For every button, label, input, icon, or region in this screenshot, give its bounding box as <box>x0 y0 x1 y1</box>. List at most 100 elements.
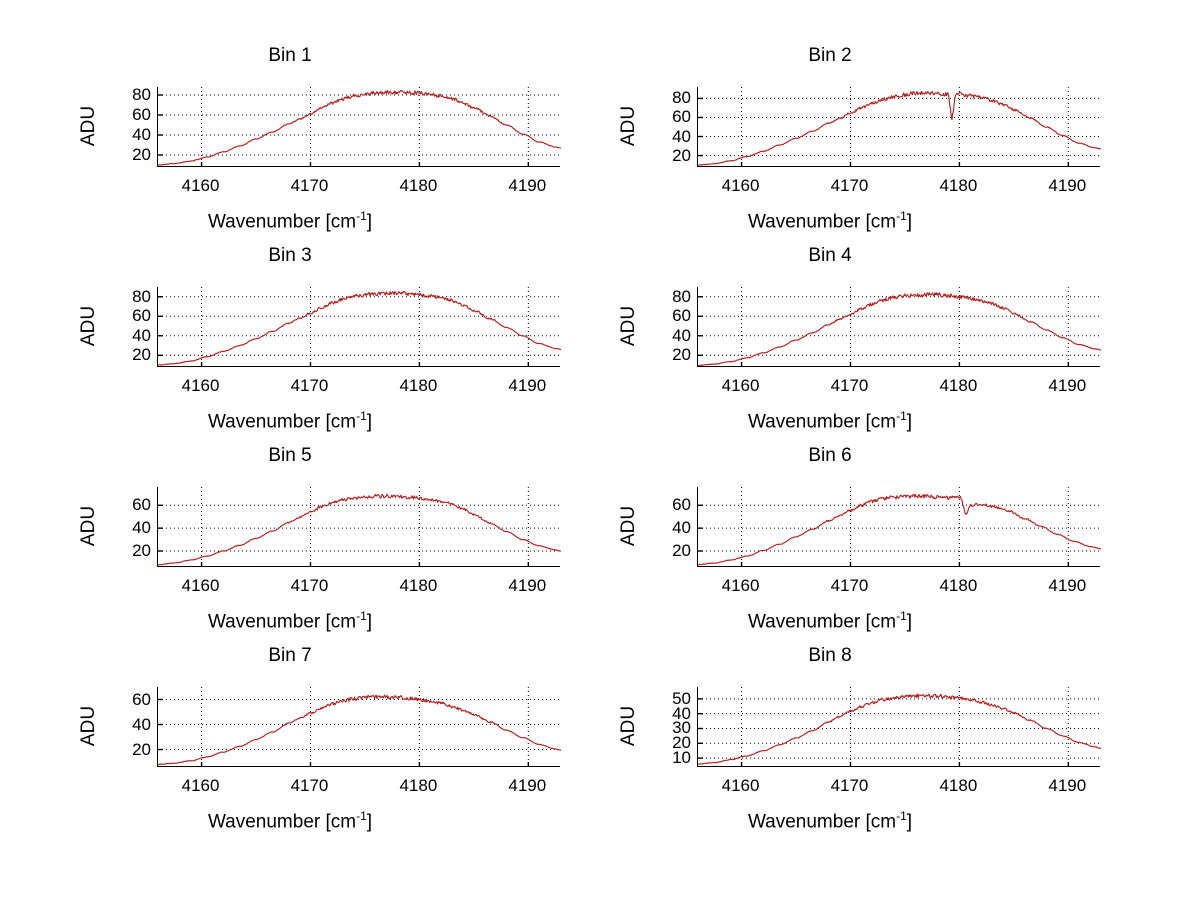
x-tick-label: 4190 <box>1048 376 1087 395</box>
plot-area-8 <box>697 687 1101 767</box>
y-tick-label: 50 <box>672 688 691 708</box>
y-tick-label: 60 <box>132 105 151 124</box>
x-tick-label: 4190 <box>508 776 547 795</box>
plot-svg-3 <box>158 287 561 367</box>
y-axis-label-7: ADU <box>78 705 99 747</box>
panel-title-4: Bin 4 <box>808 245 852 266</box>
x-tick-label: 4170 <box>290 176 329 195</box>
subplot-panel-8: Bin 8 ADU 10 20 30 40 50 4160 4170 4180 4190 Wavenu… <box>560 645 1101 870</box>
y-tick-label: 10 <box>672 748 691 768</box>
x-axis-label-exponent: -1 <box>896 209 907 223</box>
y-axis-label-4: ADU <box>618 305 639 347</box>
x-axis-label-8: Wavenumber [cm-1] <box>560 809 1100 833</box>
panel-title-7: Bin 7 <box>268 645 312 666</box>
x-axis-label-suffix: ] <box>906 811 913 833</box>
subplot-panel-4: Bin 4 ADU 20 40 60 80 4160 4170 4180 4190 Wavenumb… <box>560 245 1101 470</box>
x-axis-label-prefix: Wavenumber [cm <box>207 811 357 833</box>
y-axis-label-8: ADU <box>618 705 639 747</box>
x-tick-label: 4170 <box>290 776 329 795</box>
x-tick-label: 4170 <box>290 576 329 595</box>
y-tick-label: 40 <box>672 703 691 723</box>
x-axis-label-suffix: ] <box>366 811 373 833</box>
plot-svg-2 <box>698 87 1101 167</box>
x-tick-label: 4180 <box>939 376 978 395</box>
y-tick-label: 40 <box>132 714 151 734</box>
x-axis-label-exponent: -1 <box>896 409 907 423</box>
x-axis-label-7: Wavenumber [cm-1] <box>20 809 560 833</box>
plot-area-5 <box>157 487 561 567</box>
x-axis-label-exponent: -1 <box>356 409 367 423</box>
x-axis-label-exponent: -1 <box>896 809 907 823</box>
y-tick-label: 60 <box>132 689 151 709</box>
subplot-panel-2: Bin 2 ADU 20 40 60 80 4160 4170 4180 4190 Wavenumb… <box>560 45 1101 270</box>
y-tick-label: 80 <box>672 286 691 306</box>
y-tick-label: 20 <box>132 739 151 759</box>
x-tick-label: 4170 <box>830 576 869 595</box>
y-tick-label: 20 <box>132 145 151 164</box>
y-axis-label-3: ADU <box>78 305 99 347</box>
y-tick-label: 20 <box>132 541 151 560</box>
x-tick-label: 4170 <box>830 776 869 795</box>
spectrum-line-1 <box>158 89 561 166</box>
y-tick-label: 20 <box>672 541 691 560</box>
x-tick-label: 4160 <box>181 176 220 195</box>
spectrum-line-2 <box>698 90 1101 166</box>
x-tick-label: 4160 <box>181 576 220 595</box>
subplot-panel-7: Bin 7 ADU 20 40 60 4160 4170 4180 4190 Wavenumber… <box>20 645 561 870</box>
y-tick-label: 40 <box>132 125 151 144</box>
spectrum-line-8 <box>698 693 1101 765</box>
x-axis-label-suffix: ] <box>366 211 373 233</box>
x-tick-label: 4180 <box>399 576 438 595</box>
x-axis-label-prefix: Wavenumber [cm <box>747 811 897 833</box>
panel-title-3: Bin 3 <box>268 245 312 266</box>
x-tick-label: 4180 <box>399 376 438 395</box>
spectrum-line-6 <box>698 493 1101 566</box>
x-tick-label: 4190 <box>1048 776 1087 795</box>
x-axis-label-exponent: -1 <box>896 609 907 623</box>
x-axis-label-5: Wavenumber [cm-1] <box>20 609 560 633</box>
x-axis-label-suffix: ] <box>906 211 913 233</box>
y-tick-label: 60 <box>132 306 151 326</box>
plot-area-2 <box>697 87 1101 167</box>
x-axis-label-prefix: Wavenumber [cm <box>747 611 897 633</box>
x-axis-label-suffix: ] <box>906 611 913 633</box>
x-axis-label-exponent: -1 <box>356 609 367 623</box>
plot-area-1 <box>157 87 561 167</box>
panel-title-5: Bin 5 <box>268 445 312 466</box>
y-tick-label: 20 <box>672 145 691 165</box>
x-tick-label: 4160 <box>721 176 760 195</box>
x-axis-label-exponent: -1 <box>356 209 367 223</box>
spectrum-line-5 <box>158 493 561 566</box>
x-axis-label-3: Wavenumber [cm-1] <box>20 409 560 433</box>
spectrum-line-7 <box>158 694 561 766</box>
plot-svg-8 <box>698 687 1101 767</box>
plot-area-7 <box>157 687 561 767</box>
panel-title-1: Bin 1 <box>268 45 312 66</box>
x-axis-label-suffix: ] <box>366 411 373 433</box>
x-axis-label-suffix: ] <box>906 411 913 433</box>
x-tick-label: 4160 <box>181 776 220 795</box>
x-axis-label-1: Wavenumber [cm-1] <box>20 209 560 233</box>
y-axis-label-1: ADU <box>78 105 99 147</box>
x-tick-label: 4160 <box>721 776 760 795</box>
x-tick-label: 4190 <box>508 176 547 195</box>
x-tick-label: 4180 <box>399 176 438 195</box>
x-axis-label-exponent: -1 <box>356 809 367 823</box>
x-tick-label: 4190 <box>508 576 547 595</box>
plot-svg-6 <box>698 487 1101 567</box>
x-tick-label: 4160 <box>721 376 760 395</box>
x-axis-label-4: Wavenumber [cm-1] <box>560 409 1100 433</box>
y-axis-label-2: ADU <box>618 105 639 147</box>
spectrum-line-3 <box>158 290 561 366</box>
subplot-panel-1: Bin 1 ADU 20 40 60 80 4160 4170 4180 4190 Wavenumb… <box>20 45 561 270</box>
subplot-panel-5: Bin 5 ADU 20 40 60 4160 4170 4180 4190 Wavenumber… <box>20 445 561 670</box>
x-tick-label: 4190 <box>1048 576 1087 595</box>
x-axis-label-prefix: Wavenumber [cm <box>207 211 357 233</box>
y-tick-label: 80 <box>132 286 151 306</box>
y-tick-label: 60 <box>672 495 691 515</box>
plot-svg-7 <box>158 687 561 767</box>
y-tick-label: 60 <box>672 306 691 326</box>
x-tick-label: 4170 <box>830 376 869 395</box>
y-tick-label: 40 <box>672 126 691 146</box>
